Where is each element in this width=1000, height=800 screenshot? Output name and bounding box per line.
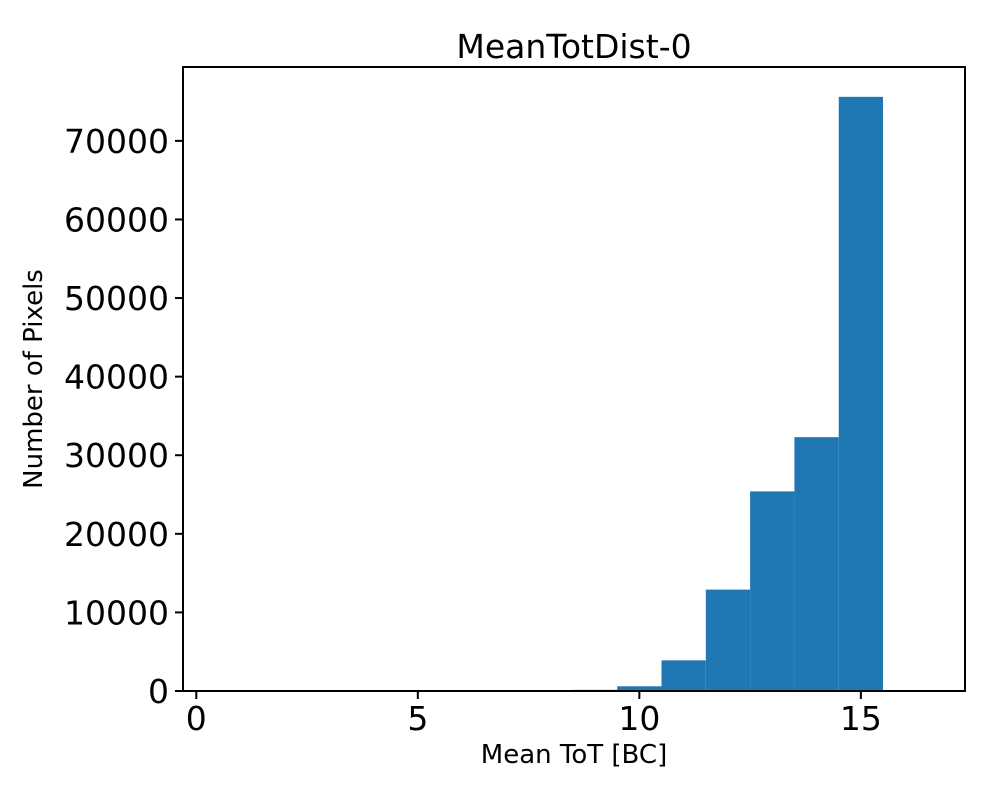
x-tick-label: 10	[618, 699, 660, 738]
y-tick-label: 0	[148, 672, 169, 711]
x-axis-label: Mean ToT [BC]	[481, 740, 667, 770]
chart-title: MeanTotDist-0	[456, 27, 691, 66]
histogram-bar	[617, 686, 662, 691]
y-tick-label: 50000	[64, 279, 169, 318]
histogram-bar	[838, 96, 884, 691]
bars-group	[572, 96, 884, 691]
x-tick-label: 5	[407, 699, 428, 738]
histogram-bar	[794, 437, 839, 691]
plot-border	[182, 66, 966, 692]
y-tick-label: 70000	[64, 122, 169, 161]
y-tick-label: 10000	[64, 593, 169, 632]
y-tick-label: 40000	[64, 358, 169, 397]
histogram-bar	[750, 491, 795, 691]
x-tick-label: 0	[186, 699, 207, 738]
histogram-bar	[705, 589, 751, 691]
y-tick-label: 30000	[64, 436, 169, 475]
ticks-group	[175, 139, 862, 699]
tick-labels-group: 0 5 10 15 0 10000 20000 30000 40000 50000 60000 700…	[64, 122, 882, 738]
y-axis-label: Number of Pixels	[19, 269, 49, 489]
y-tick-label: 60000	[64, 200, 169, 239]
histogram-bar	[661, 660, 706, 691]
y-tick-label: 20000	[64, 515, 169, 554]
x-tick-label: 15	[840, 699, 882, 738]
